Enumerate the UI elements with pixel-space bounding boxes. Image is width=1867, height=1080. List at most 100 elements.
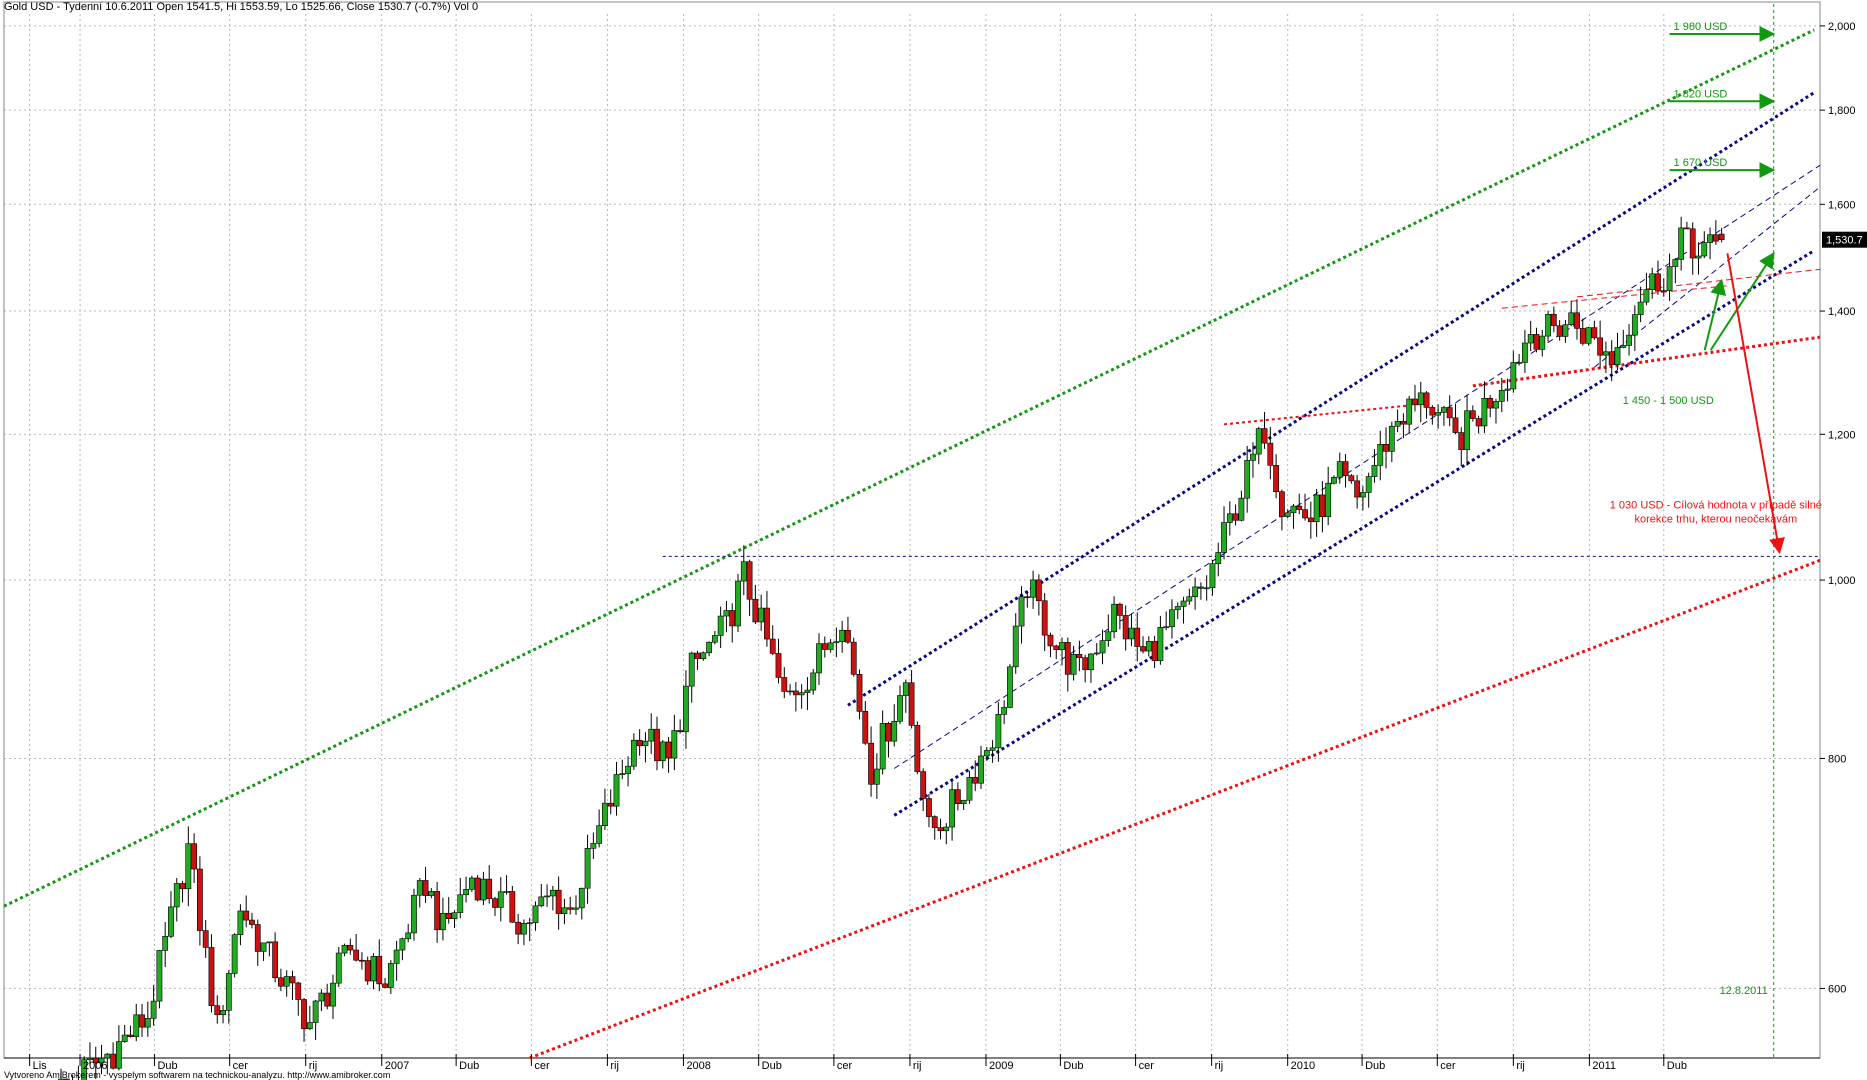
candle-120 xyxy=(752,584,759,625)
candle-107 xyxy=(677,719,684,734)
candle-body xyxy=(920,771,927,799)
candle-244 xyxy=(1469,405,1476,422)
candle-10 xyxy=(115,1025,122,1071)
candle-body xyxy=(688,652,695,687)
candle-99 xyxy=(630,733,637,770)
candle-body xyxy=(810,672,817,691)
candle-76 xyxy=(497,877,504,922)
candle-260 xyxy=(1562,319,1569,343)
candle-body xyxy=(243,910,250,921)
candle-109 xyxy=(688,651,695,703)
candle-body xyxy=(764,607,770,640)
candle-134 xyxy=(833,627,840,658)
candle-body xyxy=(740,561,747,582)
candle-body xyxy=(1070,654,1077,675)
plot-frame xyxy=(3,1,1821,1059)
candle-206 xyxy=(1250,442,1256,478)
trendline-green-upper xyxy=(3,28,1815,908)
candle-216 xyxy=(1307,501,1314,539)
candle-body xyxy=(1643,289,1650,303)
candle-92 xyxy=(590,832,597,859)
candle-body xyxy=(1365,476,1372,493)
candle-body xyxy=(1105,631,1112,641)
candle-26 xyxy=(208,934,215,1013)
candle-57 xyxy=(387,960,394,995)
candle-body xyxy=(1579,328,1586,344)
candle-139 xyxy=(862,701,869,745)
candle-159 xyxy=(978,745,984,789)
candle-73 xyxy=(480,871,487,906)
candle-body xyxy=(845,629,851,643)
candle-body xyxy=(781,677,788,692)
candle-25 xyxy=(202,920,209,958)
candle-body xyxy=(1169,609,1175,628)
candle-body xyxy=(1603,351,1609,356)
trendline-red-mid xyxy=(1472,335,1821,388)
candle-body xyxy=(515,921,522,935)
candle-body xyxy=(1417,392,1424,406)
candle-body xyxy=(1319,494,1326,518)
candle-131 xyxy=(816,633,822,685)
candle-110 xyxy=(694,650,701,671)
candle-body xyxy=(850,641,857,675)
candle-body xyxy=(798,692,805,696)
candle-body xyxy=(532,905,539,924)
x-tick-label-0: Lis xyxy=(33,1060,48,1072)
candle-246 xyxy=(1481,381,1488,434)
y-tick-label-1200: 1,200 xyxy=(1828,429,1856,441)
candle-267 xyxy=(1603,341,1609,373)
candle-182 xyxy=(1111,596,1117,639)
candle-239 xyxy=(1441,405,1447,426)
candle-106 xyxy=(671,714,678,771)
candle-body xyxy=(1192,586,1199,598)
candle-body xyxy=(295,982,302,1000)
candle-287 xyxy=(1718,227,1725,243)
candle-270 xyxy=(1620,329,1627,349)
candle-264 xyxy=(1585,326,1592,346)
candle-214 xyxy=(1296,493,1303,515)
annotation-green-label: 1 450 - 1 500 USD xyxy=(1623,395,1714,407)
candle-body xyxy=(1712,234,1719,242)
candle-119 xyxy=(746,559,753,616)
candle-body xyxy=(1388,425,1395,452)
candle-body xyxy=(1684,227,1690,230)
candle-7 xyxy=(98,1044,105,1075)
candle-body xyxy=(1371,465,1378,477)
x-tick-label-9: 2008 xyxy=(686,1060,710,1072)
candle-body xyxy=(856,674,863,712)
candle-275 xyxy=(1649,267,1656,299)
candle-190 xyxy=(1157,615,1164,665)
candle-body xyxy=(1001,707,1008,715)
candle-body xyxy=(185,843,192,890)
candle-121 xyxy=(758,594,765,631)
candle-265 xyxy=(1591,320,1598,340)
candle-70 xyxy=(463,876,469,903)
candle-body xyxy=(642,740,649,747)
candle-body xyxy=(897,695,903,722)
candle-body xyxy=(1296,505,1303,510)
candle-145 xyxy=(897,685,903,725)
candle-body xyxy=(1273,465,1280,493)
candle-23 xyxy=(191,833,198,884)
candle-277 xyxy=(1660,278,1667,297)
candle-58 xyxy=(393,940,400,981)
last-price-tag xyxy=(1822,231,1867,248)
candle-125 xyxy=(781,667,788,699)
x-tick-label-15: cer xyxy=(1139,1060,1155,1072)
candle-243 xyxy=(1464,394,1470,466)
candle-207 xyxy=(1255,426,1262,465)
candle-65 xyxy=(434,882,441,943)
candle-30 xyxy=(231,933,238,978)
candle-168 xyxy=(1030,570,1036,609)
candle-149 xyxy=(920,768,927,811)
candle-45 xyxy=(318,989,325,1012)
candle-245 xyxy=(1475,415,1482,434)
y-tick-label-1400: 1,400 xyxy=(1828,306,1856,318)
candle-98 xyxy=(625,756,631,787)
trendline-red-long xyxy=(529,558,1821,1060)
candle-46 xyxy=(324,983,331,1010)
candle-body xyxy=(787,690,793,693)
candle-268 xyxy=(1608,340,1615,382)
candle-body xyxy=(1024,596,1031,599)
candle-227 xyxy=(1371,449,1378,483)
